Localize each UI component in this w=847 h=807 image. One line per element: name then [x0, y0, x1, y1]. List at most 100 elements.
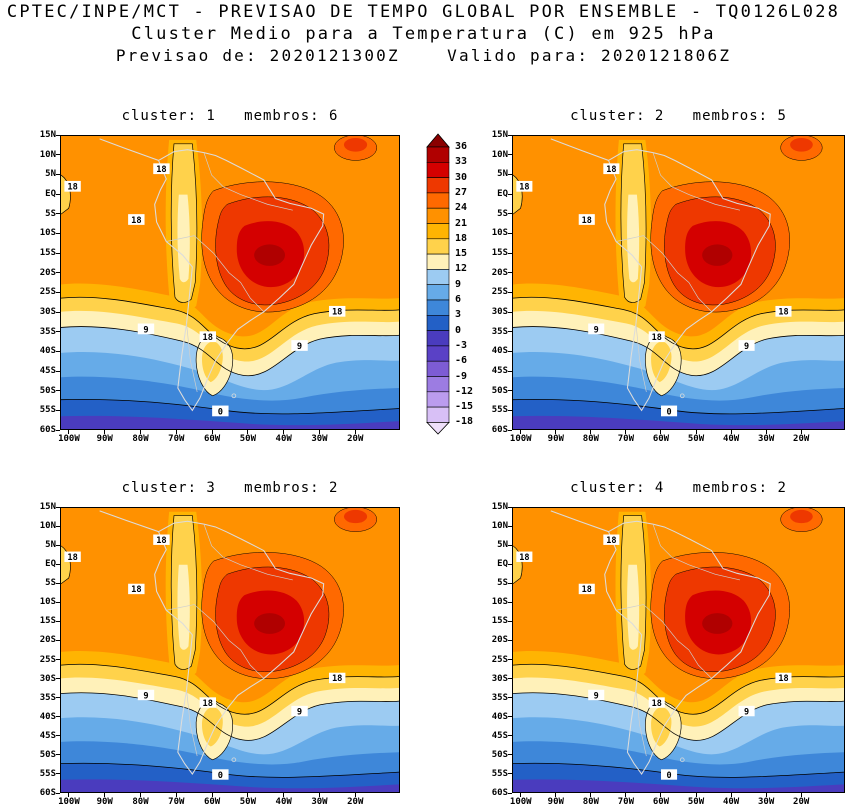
lat-tick-mark [56, 525, 60, 527]
svg-text:18: 18 [131, 585, 141, 595]
lat-tick-mark [56, 544, 60, 546]
lat-tick-mark [56, 601, 60, 603]
lat-tick-mark [56, 697, 60, 699]
svg-text:18: 18 [606, 165, 616, 175]
lon-tick-mark [660, 430, 662, 434]
lat-tick-label: 10N [39, 149, 56, 160]
lat-tick-label: 35S [491, 326, 508, 337]
south-america-temperature-map: 18 18 18 18 18 9 9 0 [61, 136, 399, 429]
lat-tick-mark [508, 601, 512, 603]
svg-text:18: 18 [519, 553, 529, 563]
lat-tick-mark [56, 134, 60, 136]
lat-tick-mark [508, 754, 512, 756]
lat-tick-mark [56, 370, 60, 372]
colorbar-level-label: 18 [455, 232, 468, 244]
lat-tick-label: 10S [491, 597, 508, 608]
lat-tick-label: 45S [491, 366, 508, 376]
lat-tick-mark [508, 272, 512, 274]
lat-tick-mark [56, 792, 60, 794]
lat-tick-label: 30S [491, 673, 508, 684]
colorbar-level-label: -6 [455, 355, 468, 367]
panel-title-cluster-2: cluster: 2 membros: 5 [570, 108, 787, 124]
svg-text:18: 18 [332, 674, 342, 684]
lat-tick-mark [508, 525, 512, 527]
lon-tick-label: 50W [687, 434, 705, 444]
lat-tick-mark [56, 331, 60, 333]
lat-tick-label: 55S [491, 405, 508, 416]
lat-tick-label: 55S [39, 405, 56, 416]
lat-tick-mark [56, 350, 60, 352]
lat-tick-mark [56, 291, 60, 293]
panel-title-cluster-3: cluster: 3 membros: 2 [121, 480, 339, 496]
svg-text:18: 18 [519, 183, 529, 193]
lon-tick-mark [520, 793, 522, 797]
lat-tick-label: 50S [39, 749, 56, 760]
lat-tick-mark [56, 639, 60, 641]
lon-tick-label: 40W [722, 797, 740, 807]
svg-text:18: 18 [203, 333, 213, 343]
lat-tick-mark [56, 232, 60, 234]
lon-tick-label: 80W [582, 797, 599, 807]
svg-text:9: 9 [297, 707, 302, 717]
colorbar-bar [426, 133, 450, 435]
lat-tick-mark [508, 678, 512, 680]
colorbar-level-label: 9 [455, 278, 462, 290]
lon-tick-mark [520, 430, 522, 434]
lat-tick-label: 10S [39, 597, 56, 608]
lat-tick-label: 10N [39, 521, 56, 532]
svg-text:0: 0 [666, 771, 671, 781]
lon-tick-label: 80W [132, 797, 149, 807]
lat-tick-mark [508, 331, 512, 333]
colorbar-level-label: -15 [455, 401, 474, 413]
lat-tick-label: 30S [39, 673, 56, 684]
lon-tick-mark [68, 430, 70, 434]
lon-tick-label: 30W [311, 434, 328, 444]
lon-tick-label: 50W [687, 797, 705, 807]
figure-title: CPTEC/INPE/MCT - PREVISAO DE TEMPO GLOBA… [6, 2, 841, 22]
lat-tick-mark [508, 409, 512, 411]
lon-tick-label: 100W [58, 434, 80, 444]
south-america-temperature-map: 18 18 18 18 18 9 9 0 [61, 508, 399, 792]
lat-tick-mark [56, 154, 60, 156]
lon-tick-mark [318, 793, 320, 797]
lat-tick-label: 15S [39, 616, 56, 627]
map-cluster-4: 18 18 18 18 18 9 9 0 [512, 507, 845, 793]
lat-tick-mark [56, 409, 60, 411]
lon-tick-mark [730, 430, 732, 434]
svg-text:18: 18 [582, 585, 592, 595]
lon-tick-label: 70W [168, 797, 185, 807]
lon-tick-label: 70W [617, 797, 635, 807]
lon-tick-label: 50W [239, 797, 257, 807]
lat-tick-label: 45S [39, 366, 56, 376]
lat-tick-label: 20S [39, 267, 56, 278]
colorbar-level-label: 12 [455, 263, 468, 275]
lon-tick-mark [211, 793, 213, 797]
svg-text:0: 0 [218, 407, 223, 417]
lon-tick-mark [318, 430, 320, 434]
lat-tick-mark [508, 134, 512, 136]
lon-tick-label: 90W [547, 797, 564, 807]
lon-tick-mark [175, 793, 177, 797]
lat-tick-mark [508, 429, 512, 431]
lon-tick-mark [104, 793, 106, 797]
lat-tick-mark [508, 350, 512, 352]
lat-tick-mark [56, 213, 60, 215]
lon-tick-mark [765, 793, 767, 797]
lat-tick-mark [56, 429, 60, 431]
colorbar-scale [426, 133, 450, 435]
south-america-temperature-map: 18 18 18 18 18 9 9 0 [513, 508, 844, 792]
lat-tick-label: 40S [39, 711, 56, 722]
panel-title-cluster-4: cluster: 4 membros: 2 [570, 480, 787, 496]
lat-tick-label: EQ [497, 559, 508, 570]
lat-tick-mark [508, 370, 512, 372]
lat-tick-label: 35S [491, 692, 508, 703]
lon-tick-label: 100W [58, 797, 80, 807]
lon-tick-mark [695, 430, 697, 434]
lat-tick-mark [508, 697, 512, 699]
lat-tick-mark [56, 563, 60, 565]
svg-text:18: 18 [156, 536, 166, 546]
lon-tick-mark [695, 793, 697, 797]
lat-tick-label: 30S [39, 307, 56, 317]
lat-tick-label: 15N [39, 130, 56, 140]
